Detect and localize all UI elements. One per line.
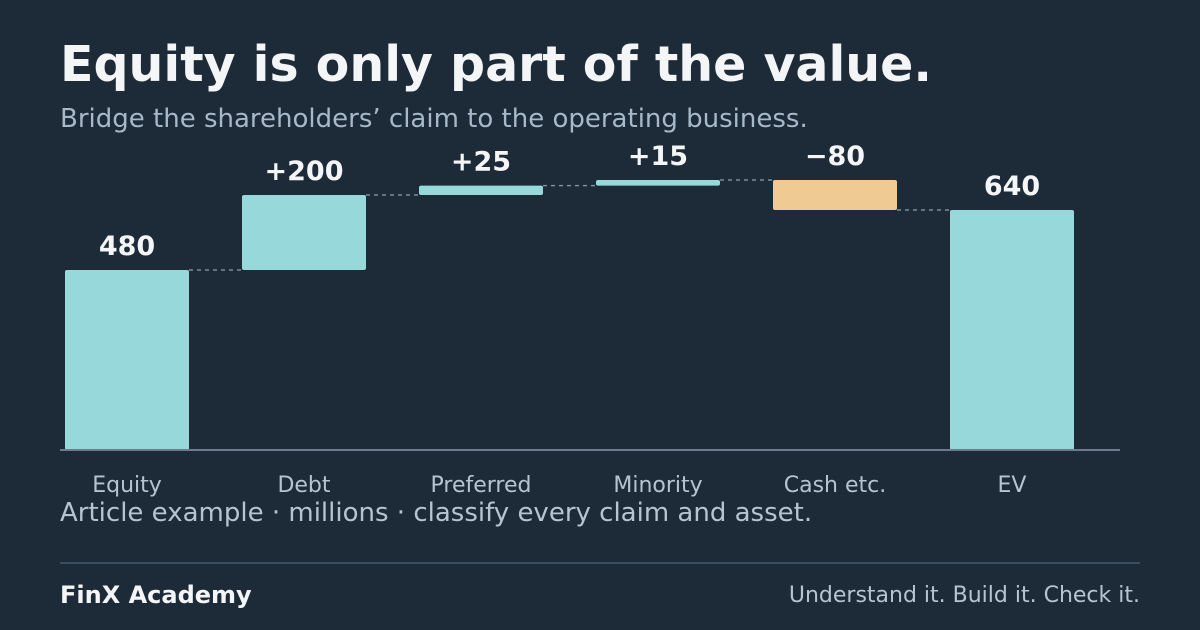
brand-name: FinX Academy — [60, 581, 252, 609]
category-label-debt: Debt — [277, 473, 330, 498]
bar-preferred — [419, 185, 543, 195]
category-label-cash-etc: Cash etc. — [784, 473, 887, 498]
value-label-minority: +15 — [628, 141, 688, 172]
chart-title: Equity is only part of the value. — [60, 36, 932, 93]
brand-tagline: Understand it. Build it. Check it. — [788, 583, 1140, 608]
bar-equity — [65, 270, 189, 450]
value-label-equity: 480 — [99, 231, 155, 262]
value-label-preferred: +25 — [451, 147, 511, 178]
bar-debt — [242, 195, 366, 270]
bars — [65, 180, 1074, 450]
bar-cash-etc — [773, 180, 897, 210]
value-labels: 480 +200 +25 +15 −80 640 — [99, 141, 1040, 262]
bar-minority — [596, 180, 720, 186]
value-label-ev: 640 — [984, 171, 1040, 202]
category-labels: Equity Debt Preferred Minority Cash etc. EV — [92, 473, 1026, 498]
chart-subtitle: Bridge the shareholders’ claim to the op… — [60, 104, 808, 134]
bar-ev — [950, 210, 1074, 450]
value-label-debt: +200 — [265, 156, 344, 187]
value-label-cash-etc: −80 — [805, 141, 865, 172]
footer-divider — [60, 562, 1140, 564]
chart-note: Article example · millions · classify ev… — [60, 498, 813, 528]
category-label-minority: Minority — [613, 473, 702, 498]
category-label-ev: EV — [998, 473, 1027, 498]
category-label-equity: Equity — [92, 473, 162, 498]
connector-lines — [189, 179, 950, 271]
category-label-preferred: Preferred — [431, 473, 532, 498]
